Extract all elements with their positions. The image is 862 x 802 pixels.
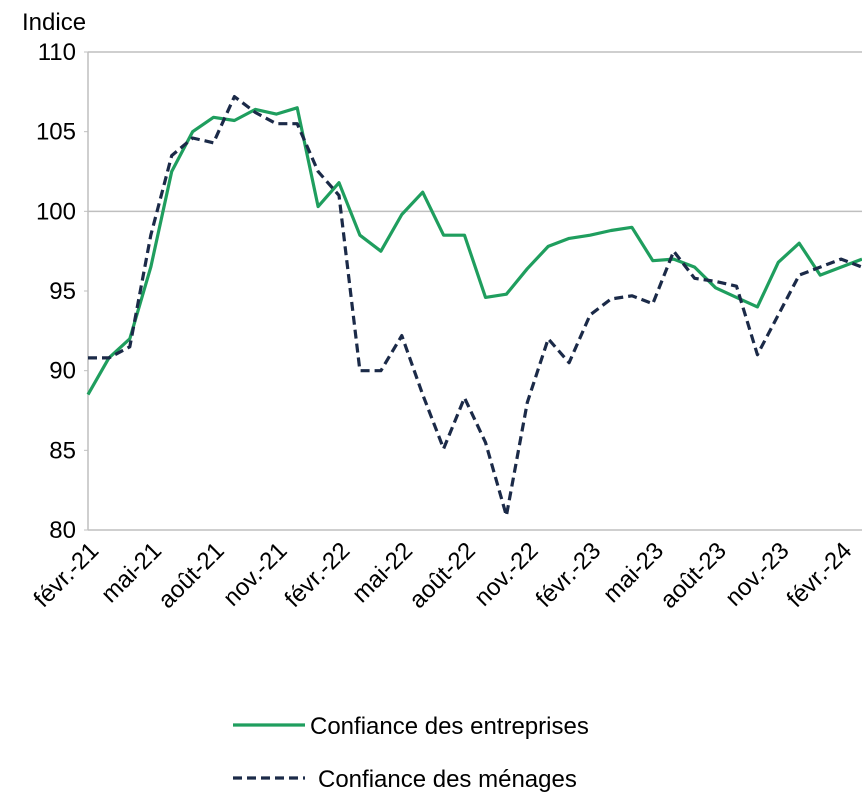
legend-label: Confiance des entreprises bbox=[310, 713, 589, 740]
x-tick-label: févr.-21 bbox=[29, 537, 105, 613]
x-tick-label: août-22 bbox=[404, 537, 481, 614]
x-tick-label: août-21 bbox=[153, 537, 230, 614]
y-tick-label: 80 bbox=[49, 517, 76, 544]
x-tick-label: août-23 bbox=[655, 537, 732, 614]
y-tick-label: 90 bbox=[49, 358, 76, 385]
x-tick-label: nov.-23 bbox=[720, 537, 794, 611]
y-tick-label: 105 bbox=[36, 119, 76, 146]
series-line bbox=[86, 106, 862, 396]
y-tick-label: 85 bbox=[49, 437, 76, 464]
y-tick-label: 100 bbox=[36, 198, 76, 225]
x-tick-label: nov.-22 bbox=[469, 537, 543, 611]
x-tick-label: nov.-21 bbox=[218, 537, 292, 611]
y-tick-label: 95 bbox=[49, 278, 76, 305]
y-axis-label: Indice bbox=[22, 9, 86, 36]
x-tick-label: févr.-23 bbox=[531, 537, 607, 613]
x-tick-label: févr.-22 bbox=[280, 537, 356, 613]
legend-label: Confiance des ménages bbox=[318, 766, 577, 793]
y-tick-label: 110 bbox=[38, 39, 76, 66]
series-line bbox=[88, 95, 862, 518]
x-tick-label: févr.-24 bbox=[782, 537, 858, 613]
